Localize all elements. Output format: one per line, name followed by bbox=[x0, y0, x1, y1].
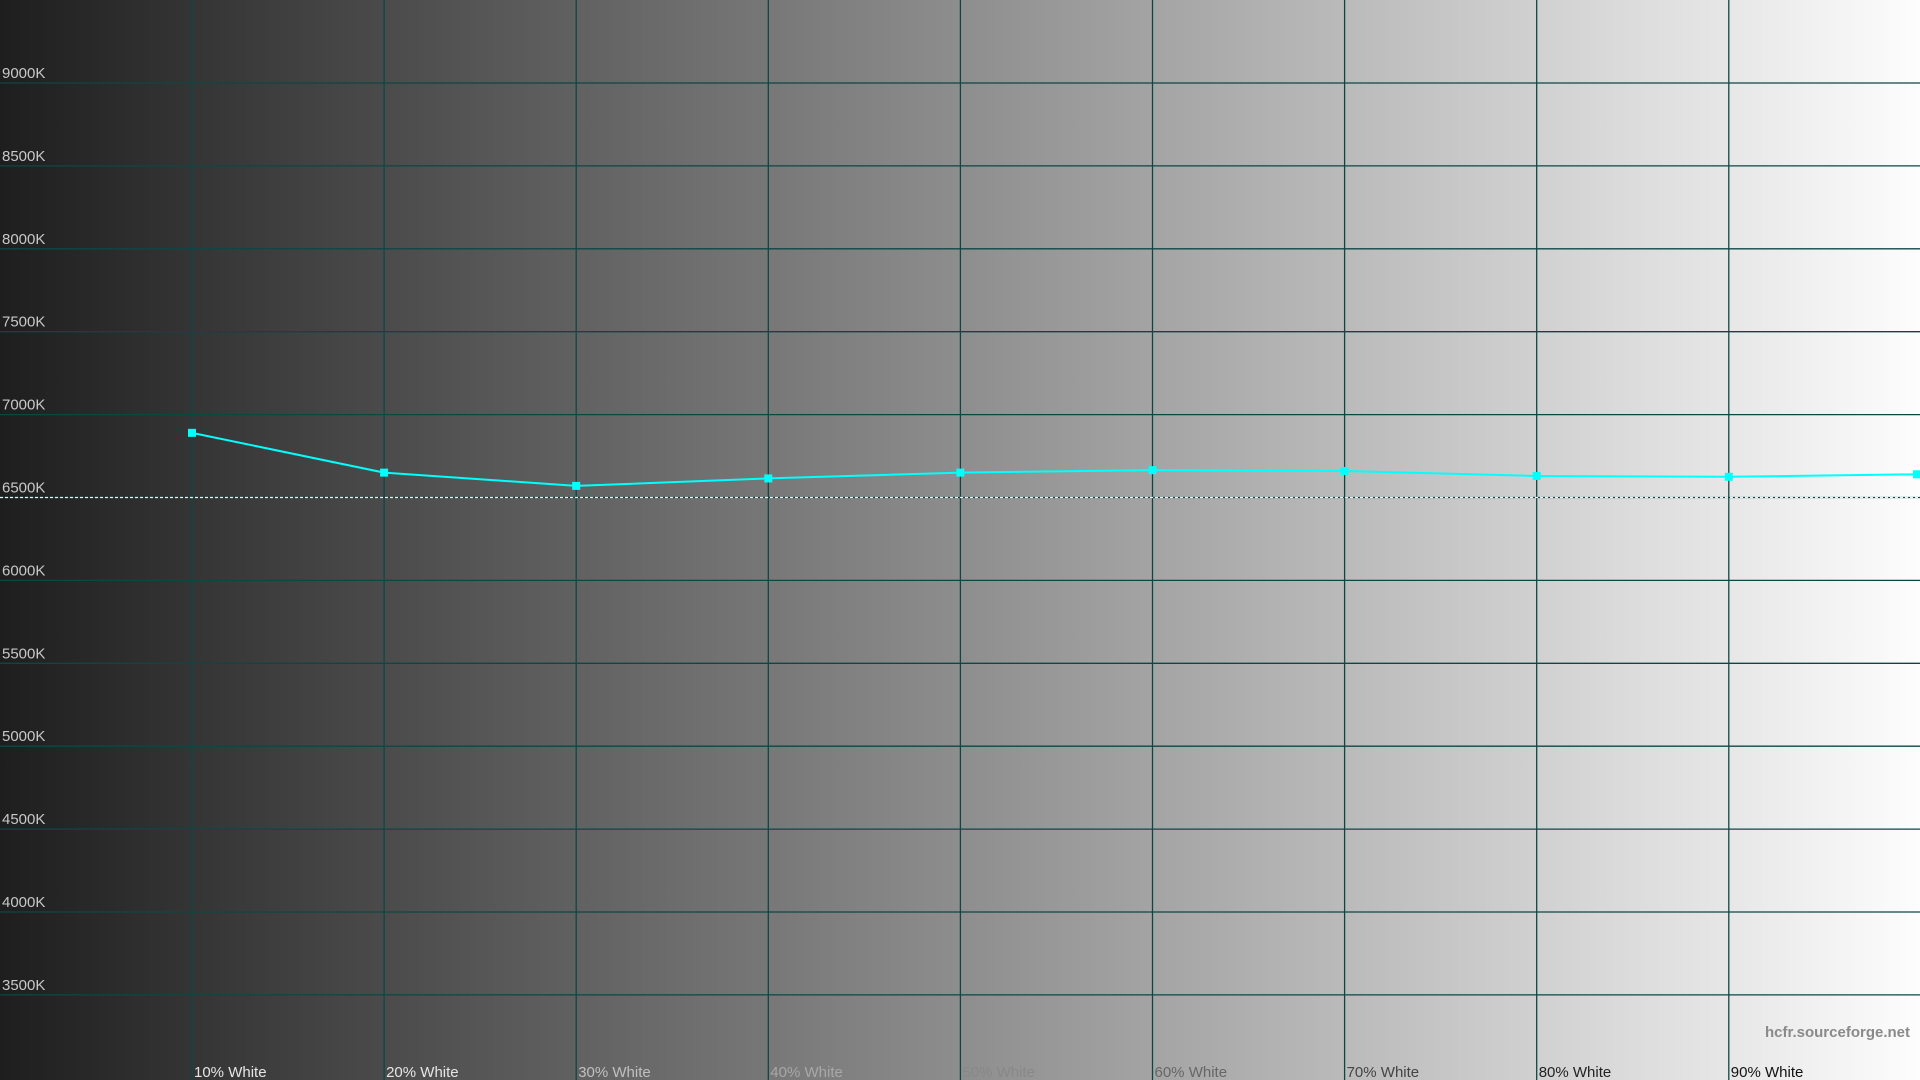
x-tick-label: 50% White bbox=[962, 1064, 1035, 1080]
x-tick-label: 40% White bbox=[770, 1064, 843, 1080]
y-tick-label: 4000K bbox=[2, 894, 45, 911]
y-tick-label: 9000K bbox=[2, 65, 45, 82]
data-point bbox=[1148, 466, 1157, 475]
y-tick-label: 3500K bbox=[2, 977, 45, 994]
y-tick-label: 5000K bbox=[2, 728, 45, 745]
y-tick-label: 7500K bbox=[2, 314, 45, 331]
data-point bbox=[1532, 471, 1541, 480]
x-tick-label: 80% White bbox=[1539, 1064, 1612, 1080]
data-point bbox=[1913, 470, 1920, 479]
y-tick-label: 5500K bbox=[2, 645, 45, 662]
data-point bbox=[956, 468, 965, 477]
data-point bbox=[380, 468, 389, 477]
x-tick-label: 70% White bbox=[1347, 1064, 1420, 1080]
x-tick-label: 20% White bbox=[386, 1064, 459, 1080]
y-tick-label: 4500K bbox=[2, 811, 45, 828]
data-point bbox=[764, 474, 773, 483]
y-tick-label: 8500K bbox=[2, 148, 45, 165]
y-tick-label: 8000K bbox=[2, 231, 45, 248]
data-point bbox=[1340, 466, 1349, 475]
data-point bbox=[188, 428, 196, 437]
data-point bbox=[572, 481, 581, 490]
y-tick-label: 6000K bbox=[2, 562, 45, 579]
series-line bbox=[191, 431, 1918, 487]
x-tick-label: 60% White bbox=[1155, 1064, 1228, 1080]
y-tick-label: 6500K bbox=[2, 480, 45, 497]
x-tick-label: 30% White bbox=[578, 1064, 651, 1080]
x-tick-label: 10% White bbox=[194, 1064, 267, 1080]
y-tick-label: 7000K bbox=[2, 397, 45, 414]
watermark: hcfr.sourceforge.net bbox=[1765, 1024, 1910, 1041]
x-tick-label: 90% White bbox=[1731, 1064, 1804, 1080]
data-point bbox=[1724, 472, 1733, 481]
